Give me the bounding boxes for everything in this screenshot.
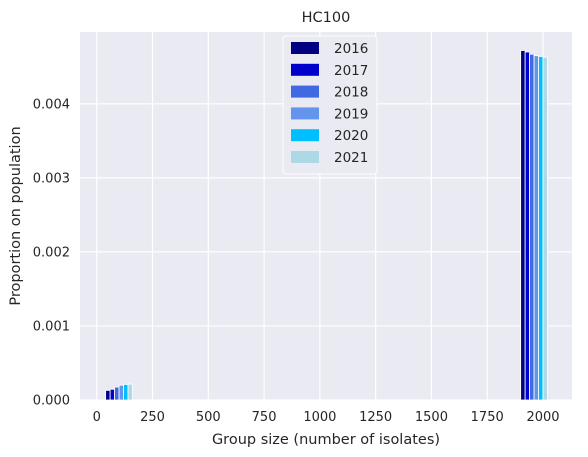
- legend-label-2019: 2019: [334, 106, 368, 122]
- bar-2021: [127, 383, 133, 401]
- bars: [105, 50, 548, 401]
- y-tick-label: 0.002: [33, 245, 70, 260]
- legend-swatch-2019: [291, 107, 319, 120]
- legend-swatch-2021: [291, 151, 319, 163]
- bar-2020: [123, 384, 129, 401]
- bar-2017: [524, 51, 531, 401]
- y-tick-label: 0.000: [33, 394, 70, 409]
- bar-2020: [538, 56, 544, 401]
- bar-2021: [542, 56, 548, 401]
- bar-2018: [529, 53, 535, 401]
- x-tick-label: 0: [93, 410, 101, 425]
- x-axis-label: Group size (number of isolates): [212, 432, 440, 448]
- legend-label-2021: 2021: [334, 150, 368, 166]
- tick-labels: 0 250 500 750 1000 1250 1500 1750 2000 0.000 0.001…: [33, 97, 560, 425]
- legend-swatch-2017: [291, 63, 319, 76]
- legend-label-2017: 2017: [334, 63, 368, 79]
- bar-2016: [105, 389, 111, 401]
- legend-swatch-2020: [291, 129, 319, 142]
- x-tick-label: 750: [252, 410, 277, 425]
- legend-label-2020: 2020: [334, 128, 368, 144]
- bar-2019: [118, 384, 124, 401]
- bar-2017: [109, 388, 115, 401]
- legend: 2016 2017 2018 2019 2020 2021: [282, 35, 378, 175]
- x-tick-label: 1250: [359, 410, 392, 425]
- y-tick-label: 0.003: [33, 171, 70, 186]
- x-tick-label: 1500: [415, 410, 448, 425]
- x-tick-label: 1750: [471, 410, 504, 425]
- bar-2019: [533, 55, 539, 401]
- legend-label-2018: 2018: [334, 85, 368, 101]
- bar-2016: [520, 50, 526, 401]
- bar-2018: [114, 386, 120, 401]
- x-tick-label: 250: [140, 410, 165, 425]
- x-tick-label: 1000: [303, 410, 336, 425]
- y-tick-label: 0.004: [33, 97, 70, 112]
- legend-label-2016: 2016: [334, 41, 368, 57]
- chart-title: HC100: [302, 10, 351, 26]
- legend-swatch-2016: [291, 42, 319, 54]
- legend-swatch-2018: [291, 85, 319, 98]
- y-axis-label: Proportion on population: [8, 126, 24, 305]
- x-tick-label: 500: [196, 410, 221, 425]
- y-tick-label: 0.001: [33, 319, 70, 334]
- x-tick-label: 2000: [526, 410, 559, 425]
